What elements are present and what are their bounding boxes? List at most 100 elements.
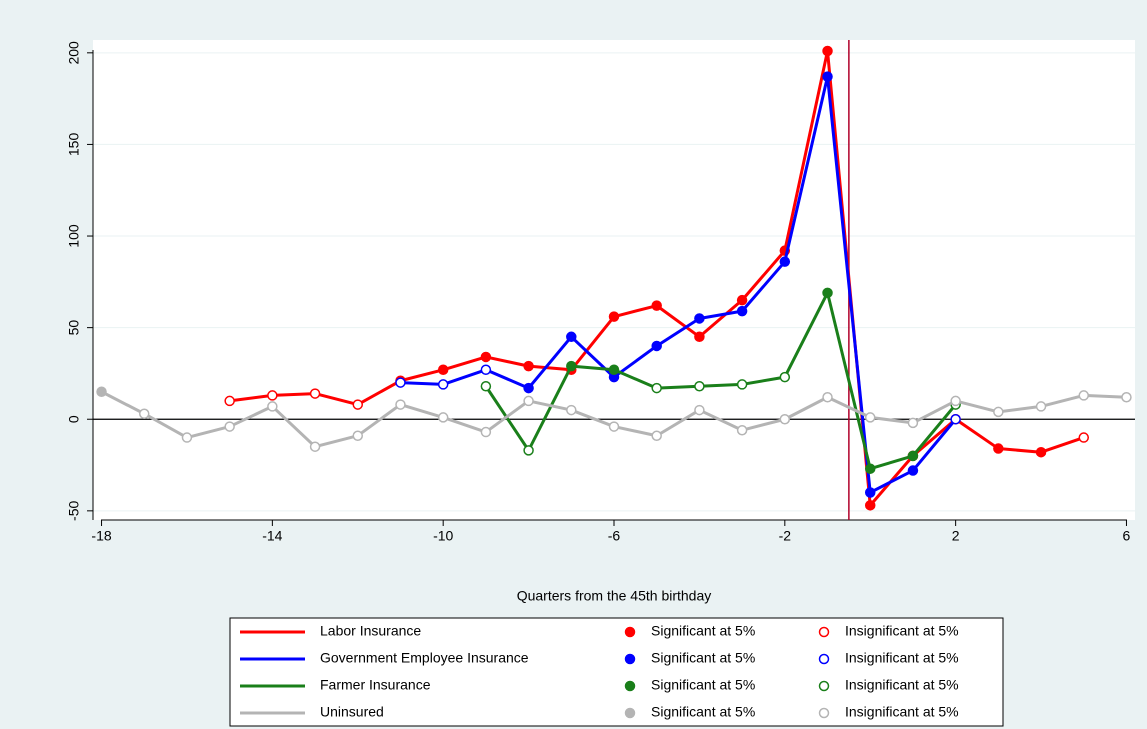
data-point xyxy=(736,379,748,390)
legend-marker xyxy=(624,707,636,719)
data-point xyxy=(651,382,662,394)
data-point xyxy=(864,500,876,511)
data-point xyxy=(864,412,876,423)
data-point xyxy=(779,371,791,383)
data-point xyxy=(907,417,919,429)
legend-label: Insignificant at 5% xyxy=(845,677,959,693)
data-point xyxy=(480,426,492,438)
data-point xyxy=(1035,446,1047,458)
y-tick-label: 0 xyxy=(66,415,82,423)
data-point xyxy=(779,256,791,267)
legend-marker xyxy=(818,653,830,665)
data-point xyxy=(267,390,278,401)
data-point xyxy=(736,305,748,317)
data-point xyxy=(437,364,449,376)
legend-marker xyxy=(818,626,830,638)
data-point xyxy=(694,381,705,392)
data-point xyxy=(1035,401,1047,412)
data-point xyxy=(993,443,1004,454)
data-point xyxy=(651,340,662,352)
data-point xyxy=(566,331,577,343)
data-point xyxy=(950,413,961,425)
legend-label: Insignificant at 5% xyxy=(845,650,959,666)
data-point xyxy=(352,399,364,410)
data-point xyxy=(1078,432,1090,443)
data-point xyxy=(608,311,620,322)
y-tick-label: 50 xyxy=(66,320,82,336)
data-point xyxy=(822,71,833,82)
y-tick-label: 150 xyxy=(66,133,82,157)
legend-marker xyxy=(624,680,636,692)
series-line xyxy=(400,75,957,495)
data-point xyxy=(779,413,791,425)
data-point xyxy=(309,441,321,452)
data-point xyxy=(566,360,577,372)
data-point xyxy=(480,381,492,392)
data-point xyxy=(950,395,961,407)
legend-label: Significant at 5% xyxy=(651,677,755,693)
legend-label: Significant at 5% xyxy=(651,650,755,666)
data-point xyxy=(864,487,876,498)
data-point xyxy=(395,377,406,388)
plot-area xyxy=(93,40,1135,520)
data-point xyxy=(993,406,1004,418)
data-point xyxy=(736,294,748,306)
data-point xyxy=(651,300,662,311)
data-point xyxy=(822,45,833,57)
legend-marker xyxy=(624,626,636,638)
data-point xyxy=(736,424,748,436)
legend-box xyxy=(229,617,1004,727)
x-axis-title: Quarters from the 45th birthday xyxy=(517,588,712,604)
data-point xyxy=(694,404,705,416)
data-point xyxy=(395,399,406,410)
data-point xyxy=(480,364,492,376)
legend-label: Labor Insurance xyxy=(320,623,421,639)
series-line xyxy=(484,291,957,471)
y-tick-label: 200 xyxy=(66,41,82,65)
data-point xyxy=(437,379,449,390)
data-point xyxy=(822,392,833,403)
x-tick-label: -18 xyxy=(91,528,111,544)
data-point xyxy=(1078,390,1090,401)
data-point xyxy=(566,404,577,416)
x-tick-label: -10 xyxy=(433,528,453,544)
data-point xyxy=(694,331,705,343)
legend-label: Farmer Insurance xyxy=(320,677,431,693)
legend-marker xyxy=(818,707,830,719)
data-point xyxy=(1121,392,1132,403)
data-point xyxy=(96,386,107,398)
data-point xyxy=(224,395,235,407)
legend-label: Insignificant at 5% xyxy=(845,623,959,639)
y-tick-label: 100 xyxy=(66,224,82,248)
data-point xyxy=(352,430,364,441)
data-point xyxy=(907,450,919,462)
data-point xyxy=(651,430,662,441)
x-tick-label: 2 xyxy=(952,528,960,544)
x-tick-label: -14 xyxy=(262,528,282,544)
data-point xyxy=(523,382,534,394)
y-tick-label: -50 xyxy=(66,501,82,521)
x-tick-label: -6 xyxy=(608,528,621,544)
legend-label: Insignificant at 5% xyxy=(845,704,959,720)
legend-label: Significant at 5% xyxy=(651,704,755,720)
data-point xyxy=(309,388,321,399)
data-point xyxy=(864,463,876,474)
data-point xyxy=(608,421,620,432)
data-point xyxy=(523,445,534,456)
legend-label: Uninsured xyxy=(320,704,384,720)
x-tick-label: -2 xyxy=(779,528,792,544)
data-point xyxy=(181,432,193,443)
legend-marker xyxy=(624,653,636,665)
legend-label: Significant at 5% xyxy=(651,623,755,639)
data-point xyxy=(437,412,449,423)
data-point xyxy=(694,313,705,324)
data-point xyxy=(267,401,278,412)
data-point xyxy=(907,465,919,476)
x-tick-label: 6 xyxy=(1123,528,1131,544)
data-point xyxy=(523,360,534,372)
data-point xyxy=(523,395,534,407)
data-point xyxy=(608,364,620,376)
data-point xyxy=(138,408,150,419)
